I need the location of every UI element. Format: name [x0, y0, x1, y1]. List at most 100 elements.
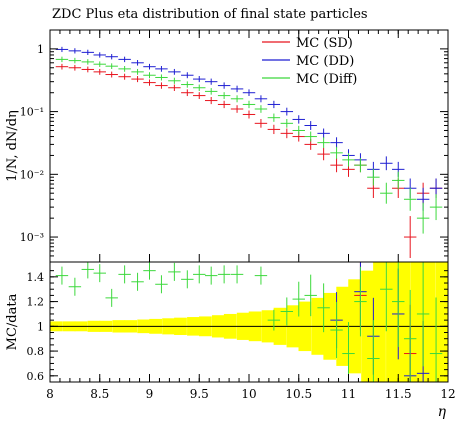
series-1-point-19 — [280, 128, 294, 139]
x-tick-label: 9.5 — [190, 387, 209, 401]
series-1-point-13 — [204, 97, 218, 105]
ratio-series-3-point-1 — [55, 266, 69, 285]
series-2-point-10 — [168, 68, 181, 75]
series-3-point-18 — [267, 113, 281, 122]
series-2-point-27 — [380, 156, 393, 171]
series-3-point-17 — [254, 105, 268, 113]
ratio-series-3-point-16 — [254, 266, 268, 285]
legend-item-1: MC (SD) — [262, 36, 353, 51]
series-3-point-14 — [217, 92, 231, 100]
series-3-point-9 — [155, 74, 168, 81]
series-3-point-7 — [131, 68, 144, 75]
series-3-point-8 — [143, 72, 156, 79]
series-1-point-3 — [81, 66, 95, 73]
series-3-point-23 — [330, 146, 343, 159]
ratio-series-3-point-11 — [181, 270, 194, 289]
band-bin — [410, 262, 424, 382]
ratio-series-3-point-8 — [143, 262, 156, 280]
ratio-panel-frame — [49, 261, 449, 383]
series-2-point-21 — [304, 121, 317, 130]
series-1-point-11 — [181, 89, 194, 97]
ratio-y-axis-label: MC/data — [5, 293, 20, 350]
legend-label: MC (SD) — [296, 36, 353, 51]
series-3-point-25 — [354, 158, 367, 173]
ratio-series-3-point-7 — [131, 272, 144, 291]
band-bin — [435, 262, 448, 382]
series-1-point-10 — [168, 84, 181, 91]
series-3-point-21 — [304, 131, 317, 142]
series-2-point-17 — [254, 95, 268, 103]
legend-label: MC (Diff) — [296, 72, 357, 87]
series-2-point-22 — [317, 128, 330, 139]
series-1-point-4 — [93, 68, 106, 75]
ratio-ticks: 0.6 0.8 1 1.2 1.4 8 8.5 9 9.5 10 10.5 11 11.5 12 — [27, 30, 456, 401]
x-tick-label: 11.5 — [385, 387, 412, 401]
legend: MC (SD) MC (DD) MC (Diff) — [262, 36, 357, 87]
ratio-series-3-point-6 — [118, 265, 131, 284]
series-3-point-30 — [416, 202, 430, 234]
ratio-series-3-point-29 — [416, 262, 430, 367]
ratio-series-3-point-5 — [105, 288, 118, 307]
legend-item-3: MC (Diff) — [262, 72, 357, 87]
ratio-y-tick-label: 1.4 — [27, 271, 45, 284]
series-3-point-11 — [181, 81, 194, 88]
series-3-point-28 — [392, 171, 405, 190]
series-3-ratio — [55, 262, 443, 382]
series-3-point-4 — [93, 61, 106, 67]
series-2-main — [55, 46, 443, 211]
x-tick-label: 12 — [440, 387, 455, 401]
series-2-point-2 — [68, 48, 82, 54]
series-3-point-6 — [118, 66, 131, 72]
series-3-point-1 — [55, 56, 69, 63]
series-3-point-12 — [193, 84, 206, 91]
series-2-point-1 — [55, 46, 69, 53]
series-1-point-5 — [105, 71, 118, 78]
ratio-series-3-point-10 — [168, 262, 181, 281]
main-y-axis-label: 1/N, dN/dη — [5, 110, 20, 182]
main-y-tick-label: 10⁻³ — [20, 231, 44, 244]
x-tick-label: 10.5 — [285, 387, 312, 401]
series-3-point-13 — [204, 88, 218, 95]
series-3-point-19 — [280, 118, 294, 128]
ratio-series-3-point-27 — [392, 262, 405, 347]
series-3-point-31 — [429, 194, 443, 221]
series-2-point-13 — [204, 78, 218, 85]
ratio-panel-marks — [55, 262, 443, 382]
series-2-point-4 — [93, 52, 106, 58]
series-1-point-8 — [143, 79, 156, 86]
band-bin — [398, 262, 411, 382]
main-panel-frame — [49, 29, 449, 263]
series-2-point-7 — [131, 60, 144, 66]
series-2-point-20 — [292, 115, 305, 124]
series-3-point-5 — [105, 63, 118, 69]
x-tick-label: 8 — [46, 387, 54, 401]
series-3-point-10 — [168, 77, 181, 84]
ratio-series-3-point-21 — [317, 283, 330, 333]
legend-item-2: MC (DD) — [262, 54, 354, 69]
series-1-point-12 — [193, 92, 206, 100]
series-3-point-26 — [367, 168, 380, 186]
x-tick-label: 10 — [241, 387, 256, 401]
series-3-point-15 — [230, 95, 244, 103]
ratio-series-3-point-12 — [193, 265, 206, 284]
ratio-series-3-point-17 — [267, 309, 281, 331]
ratio-series-3-point-19 — [292, 281, 305, 317]
series-2-point-18 — [267, 100, 281, 109]
series-1-point-14 — [217, 100, 231, 109]
band-bin — [422, 262, 436, 382]
x-tick-label: 11 — [341, 387, 356, 401]
x-tick-label: 9 — [146, 387, 154, 401]
legend-label: MC (DD) — [296, 54, 354, 69]
ratio-series-3-point-26 — [380, 262, 393, 332]
ratio-uncertainty-band — [50, 262, 448, 382]
series-1-point-9 — [155, 82, 168, 89]
ratio-series-3-point-20 — [304, 274, 317, 317]
ratio-series-3-point-28 — [403, 289, 417, 382]
ratio-series-3-point-22 — [330, 302, 343, 359]
series-2-point-23 — [330, 137, 343, 148]
main-y-tick-label: 1 — [37, 43, 44, 56]
x-tick-label: 8.5 — [90, 387, 109, 401]
ratio-series-3-point-15 — [230, 265, 244, 284]
ratio-series-3-point-25 — [367, 320, 380, 382]
